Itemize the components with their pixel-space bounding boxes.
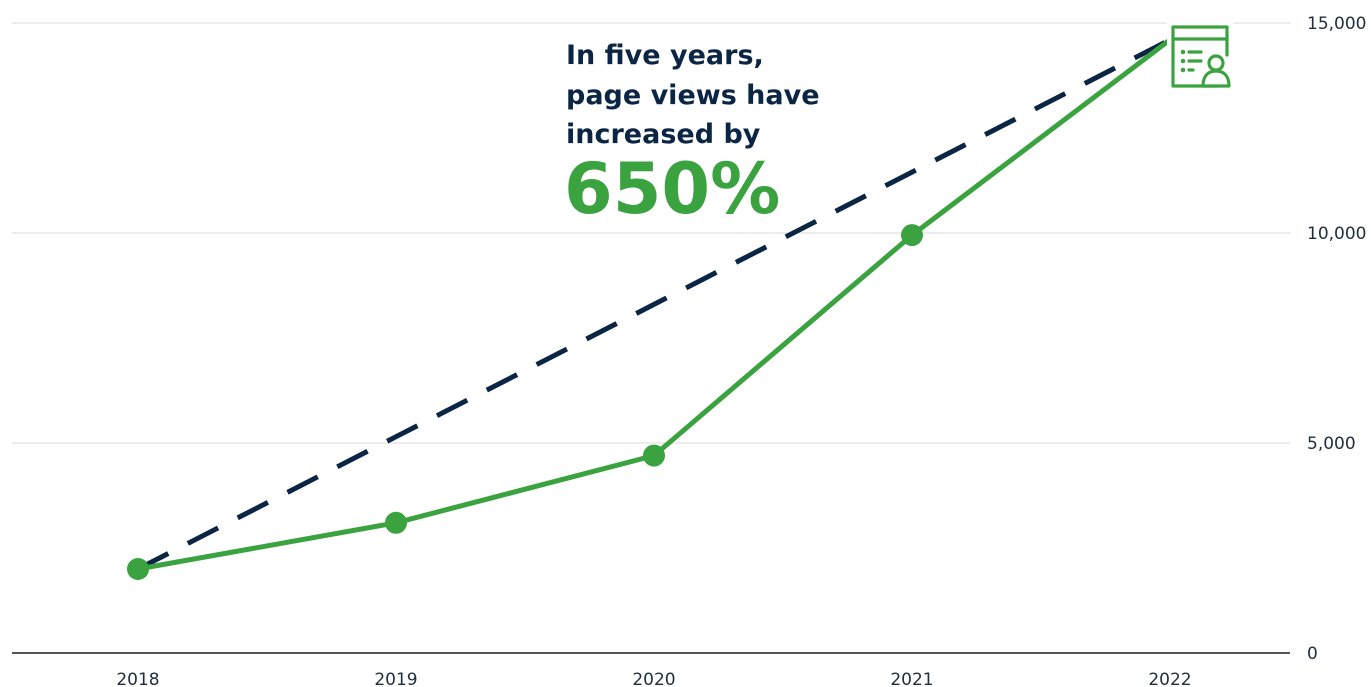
- x-axis-ticks: 2018 2019 2020 2021 2022: [116, 670, 1191, 687]
- y-tick-label: 5,000: [1307, 434, 1356, 454]
- icon-window-frame: [1171, 25, 1229, 88]
- x-tick-label: 2021: [890, 670, 933, 687]
- y-tick-label: 15,000: [1307, 14, 1366, 34]
- annotation-highlight-value: 650%: [564, 148, 780, 230]
- end-icon-group: [1167, 21, 1233, 91]
- gridlines: [12, 22, 1290, 444]
- data-point-2018: [127, 558, 149, 580]
- icon-user-body: [1201, 69, 1231, 88]
- y-tick-label: 10,000: [1307, 224, 1366, 244]
- x-tick-label: 2022: [1148, 670, 1191, 687]
- web-form-user-icon: [1167, 21, 1233, 91]
- icon-user-head: [1207, 54, 1225, 72]
- series-markers: [127, 224, 923, 580]
- y-axis-ticks: 0 5,000 10,000 15,000: [1307, 14, 1366, 664]
- icon-bullet-0: [1180, 49, 1186, 55]
- annotation-line-3: increased by: [566, 119, 761, 150]
- data-point-2020: [643, 444, 665, 467]
- data-point-2021: [901, 224, 923, 247]
- annotation-line-2: page views have: [566, 80, 820, 111]
- x-tick-label: 2020: [632, 670, 675, 687]
- icon-bullet-1: [1180, 58, 1186, 64]
- data-point-2019: [385, 511, 407, 534]
- x-tick-label: 2018: [116, 670, 159, 687]
- icon-bullet-2: [1180, 67, 1186, 73]
- y-tick-label: 0: [1307, 644, 1318, 664]
- annotation-line-1: In five years,: [566, 40, 764, 71]
- x-tick-label: 2019: [374, 670, 417, 687]
- trend-dashed-line: [136, 37, 1172, 572]
- annotation: In five years, page views have increased…: [564, 40, 820, 230]
